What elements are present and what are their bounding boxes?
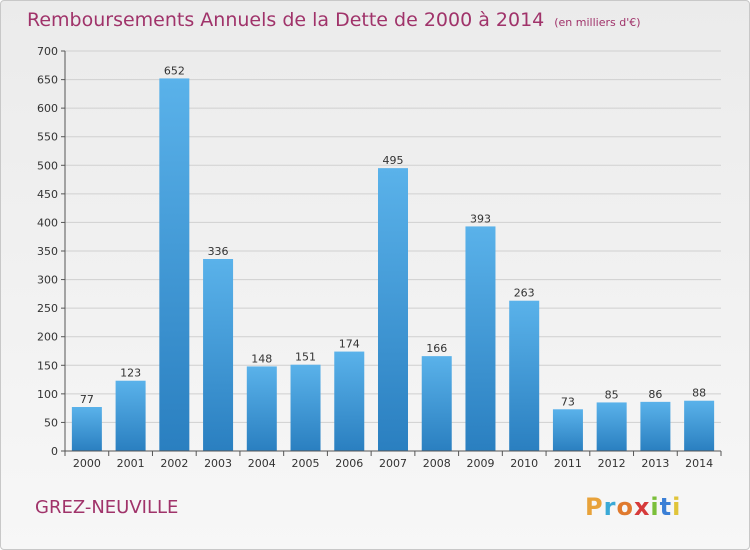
y-tick-label: 600 — [37, 102, 58, 115]
x-tick-label: 2009 — [466, 457, 494, 470]
bar — [684, 400, 715, 451]
y-tick-label: 550 — [37, 131, 58, 144]
proxiti-logo: Proxiti — [585, 493, 681, 521]
logo-letter: o — [616, 493, 634, 521]
x-tick-label: 2013 — [641, 457, 669, 470]
data-label: 174 — [339, 338, 360, 351]
x-axis: 2000 2001 2002 2003 2004 2005 2006 2007 2008 2009… — [64, 450, 722, 470]
data-label: 336 — [208, 245, 229, 258]
x-tick-label: 2005 — [292, 457, 320, 470]
y-tick-label: 0 — [51, 445, 58, 458]
bar — [465, 226, 496, 451]
y-tick-label: 100 — [37, 388, 58, 401]
y-tick-label: 650 — [37, 74, 58, 87]
x-tick-label: 2006 — [335, 457, 363, 470]
data-labels: 77 123 652 336 148 151 174 495 166 393 263 73 85 86 88 — [80, 64, 706, 408]
chart-title-block: Remboursements Annuels de la Dette de 20… — [27, 9, 641, 31]
x-tick-label: 2010 — [510, 457, 538, 470]
x-tick-label: 2000 — [73, 457, 101, 470]
data-label: 263 — [514, 287, 535, 300]
y-tick-label: 350 — [37, 245, 58, 258]
bar — [640, 401, 671, 451]
data-label: 166 — [426, 342, 447, 355]
data-label: 77 — [80, 393, 94, 406]
bar — [71, 407, 102, 451]
x-tick-label: 2011 — [554, 457, 582, 470]
data-label: 652 — [164, 64, 185, 77]
logo-letter: i — [650, 493, 660, 521]
x-tick-label: 2001 — [117, 457, 145, 470]
bar — [421, 356, 452, 451]
y-tick-label: 700 — [37, 45, 58, 58]
data-label: 85 — [605, 388, 619, 401]
logo-letter: r — [603, 493, 617, 521]
x-tick-label: 2004 — [248, 457, 276, 470]
y-tick-label: 250 — [37, 302, 58, 315]
bar — [115, 380, 146, 451]
bar — [290, 364, 321, 451]
bar — [159, 78, 190, 451]
data-label: 86 — [648, 388, 662, 401]
logo-letter: t — [659, 493, 673, 521]
data-label: 148 — [251, 352, 272, 365]
y-tick-label: 300 — [37, 274, 58, 287]
data-label: 73 — [561, 395, 575, 408]
y-tick-label: 50 — [44, 416, 58, 429]
data-label: 123 — [120, 367, 141, 380]
y-axis: 0 50 100 150 200 250 300 350 400 450 500 550 600 650 7… — [37, 45, 66, 458]
y-tick-label: 200 — [37, 331, 58, 344]
logo-letter: P — [585, 493, 604, 521]
y-tick-label: 400 — [37, 216, 58, 229]
bar — [596, 402, 627, 451]
x-tick-label: 2012 — [598, 457, 626, 470]
x-tick-label: 2002 — [160, 457, 188, 470]
data-label: 151 — [295, 351, 316, 364]
chart-title: Remboursements Annuels de la Dette de 20… — [27, 9, 545, 31]
logo-letter: i — [672, 493, 682, 521]
logo-letter: x — [633, 493, 651, 521]
bar — [552, 409, 583, 451]
bar — [203, 259, 234, 451]
data-label: 393 — [470, 212, 491, 225]
bar — [334, 351, 365, 451]
chart-subtitle: (en milliers d'€) — [554, 16, 641, 29]
data-label: 495 — [383, 154, 404, 167]
bar — [509, 300, 540, 451]
bar — [246, 366, 277, 451]
data-label: 88 — [692, 387, 706, 400]
x-tick-label: 2008 — [423, 457, 451, 470]
bars — [71, 78, 715, 451]
y-tick-label: 450 — [37, 188, 58, 201]
commune-name: GREZ-NEUVILLE — [35, 497, 179, 518]
y-tick-label: 500 — [37, 159, 58, 172]
x-tick-label: 2014 — [685, 457, 713, 470]
bar — [378, 168, 408, 451]
x-tick-label: 2003 — [204, 457, 232, 470]
y-tick-label: 150 — [37, 359, 58, 372]
x-tick-label: 2007 — [379, 457, 407, 470]
